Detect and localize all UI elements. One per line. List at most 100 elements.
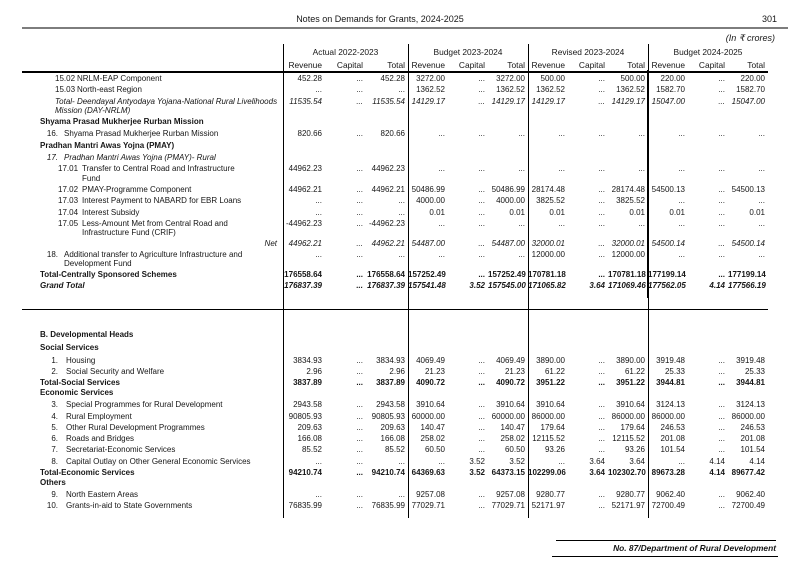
- cell-actual-2022-2023-capital: ...: [356, 280, 363, 290]
- cell-budget-2023-2024-total: 60.50: [504, 445, 525, 455]
- cell-budget-2023-2024-revenue: 3910.64: [416, 400, 445, 410]
- cell-budget-2024-2025-total: ...: [758, 218, 765, 228]
- column-separator-line-thick: [647, 70, 649, 298]
- cell-budget-2023-2024-capital: ...: [478, 411, 485, 421]
- cell-budget-2024-2025-revenue: 101.54: [660, 445, 685, 455]
- section-heading-row: Shyama Prasad Mukherjee Rurban Mission: [22, 117, 768, 126]
- table-row: 17.01 Transfer to Central Road and Infras…: [22, 164, 768, 183]
- row-description: Others: [22, 478, 283, 487]
- cell-budget-2024-2025-revenue: 177562.05: [648, 280, 686, 290]
- row-label: Interest Subsidy: [82, 207, 140, 217]
- row-description: 17.05 Less-Amount Met from Central Road a…: [22, 219, 283, 238]
- cell-revised-2023-2024-capital: ...: [598, 184, 605, 194]
- cell-budget-2023-2024-capital: 3.52: [469, 280, 485, 290]
- row-label: Less-Amount Met from Central Road and In…: [82, 218, 228, 238]
- cell-budget-2023-2024-revenue: ...: [438, 456, 445, 466]
- row-number: 17.05: [58, 218, 79, 228]
- column-group-headers: Actual 2022-2023 Budget 2023-2024 Revise…: [283, 47, 768, 57]
- cell-actual-2022-2023-total: 176558.64: [367, 270, 405, 280]
- row-description: Total-Social Services: [22, 378, 283, 387]
- cell-actual-2022-2023-total: 94210.74: [371, 468, 405, 478]
- cell-revised-2023-2024-capital: ...: [598, 422, 605, 432]
- header-rule: [22, 27, 788, 29]
- table-row: 6. Roads and Bridges 166.08... 166.08 258.02…: [22, 434, 768, 443]
- cell-budget-2023-2024-revenue: 50486.99: [411, 184, 445, 194]
- cell-actual-2022-2023-capital: ...: [356, 164, 363, 174]
- cell-revised-2023-2024-revenue: 3910.64: [536, 400, 565, 410]
- cell-actual-2022-2023-revenue: 76835.99: [288, 501, 322, 511]
- cell-budget-2023-2024-total: ...: [518, 129, 525, 139]
- cell-revised-2023-2024-revenue: ...: [558, 164, 565, 174]
- row-description: 5. Other Rural Development Programmes: [22, 423, 283, 432]
- cell-budget-2023-2024-revenue: 3272.00: [416, 74, 445, 83]
- cell-actual-2022-2023-total: ...: [398, 490, 405, 500]
- row-number: 10.: [46, 501, 58, 511]
- cell-budget-2024-2025-capital: ...: [718, 85, 725, 95]
- row-description: 17.04 Interest Subsidy: [22, 208, 283, 217]
- row-label: Total-Social Services: [40, 378, 120, 388]
- cell-budget-2024-2025-total: 4.14: [749, 456, 765, 466]
- row-label: Social Services: [40, 343, 99, 353]
- row-description: Economic Services: [22, 388, 283, 397]
- cell-actual-2022-2023-capital: ...: [356, 366, 363, 376]
- table-row: 1. Housing 3834.93... 3834.93 4069.49... 4069…: [22, 356, 768, 365]
- cell-budget-2023-2024-capital: ...: [478, 184, 485, 194]
- section-heading-row: B. Developmental Heads: [22, 330, 768, 339]
- table-row: 7. Secretariat-Economic Services 85.52... 8…: [22, 445, 768, 454]
- row-label: Shyama Prasad Mukherjee Rurban Mission: [40, 117, 204, 127]
- cell-budget-2023-2024-total: 14129.17: [491, 96, 525, 106]
- cell-revised-2023-2024-total: 0.01: [629, 207, 645, 217]
- cell-actual-2022-2023-capital: ...: [356, 218, 363, 228]
- table-row: Grand Total 176837.39... 176837.39 157541.4…: [22, 281, 768, 290]
- row-label: Housing: [66, 355, 96, 365]
- table-section-developmental-heads: B. Developmental Heads Social Services 1. H…: [22, 328, 768, 513]
- table-row: Total-Centrally Sponsored Schemes 176558.…: [22, 270, 768, 279]
- cell-actual-2022-2023-total: ...: [398, 196, 405, 206]
- cell-revised-2023-2024-total: 102302.70: [608, 468, 646, 478]
- cell-revised-2023-2024-revenue: ...: [558, 218, 565, 228]
- cell-revised-2023-2024-revenue: 52171.97: [531, 501, 565, 511]
- column-group-budget-2024-2025: Budget 2024-2025: [673, 47, 743, 57]
- cell-revised-2023-2024-revenue: 3890.00: [536, 355, 565, 365]
- cell-budget-2024-2025-revenue: 15047.00: [651, 96, 685, 106]
- table-row: 4. Rural Employment 90805.93... 90805.93 600…: [22, 412, 768, 421]
- cell-revised-2023-2024-revenue: 3825.52: [536, 196, 565, 206]
- cell-budget-2023-2024-total: 9257.08: [496, 490, 525, 500]
- row-label: Capital Outlay on Other General Economic…: [66, 456, 251, 466]
- cell-actual-2022-2023-total: ...: [398, 249, 405, 259]
- cell-actual-2022-2023-capital: ...: [356, 468, 363, 478]
- row-description: Shyama Prasad Mukherjee Rurban Mission: [22, 117, 283, 126]
- cell-revised-2023-2024-revenue: 1362.52: [536, 85, 565, 95]
- cell-budget-2024-2025-capital: ...: [718, 434, 725, 444]
- cell-actual-2022-2023-revenue: 2.96: [306, 366, 322, 376]
- cell-revised-2023-2024-revenue: 0.01: [549, 207, 565, 217]
- subheader-actual-2022-2023-total: Total: [387, 60, 405, 70]
- cell-budget-2023-2024-capital: ...: [478, 445, 485, 455]
- cell-budget-2023-2024-revenue: 60.50: [424, 445, 445, 455]
- cell-actual-2022-2023-revenue: 94210.74: [288, 468, 322, 478]
- cell-budget-2023-2024-total: 50486.99: [491, 184, 525, 194]
- cell-actual-2022-2023-total: 76835.99: [371, 501, 405, 511]
- cell-budget-2024-2025-revenue: 201.08: [660, 434, 685, 444]
- cell-budget-2024-2025-total: 220.00: [740, 74, 765, 83]
- cell-revised-2023-2024-capital: ...: [598, 270, 605, 280]
- cell-budget-2023-2024-total: 3.52: [509, 456, 525, 466]
- cell-budget-2023-2024-revenue: 21.23: [424, 366, 445, 376]
- cell-budget-2023-2024-capital: ...: [478, 129, 485, 139]
- cell-budget-2023-2024-revenue: ...: [438, 164, 445, 174]
- cell-actual-2022-2023-total: 85.52: [384, 445, 405, 455]
- cell-budget-2024-2025-capital: ...: [718, 184, 725, 194]
- subheader-budget-2024-2025-total: Total: [747, 60, 765, 70]
- cell-actual-2022-2023-capital: ...: [356, 501, 363, 511]
- cell-actual-2022-2023-total: 3834.93: [376, 355, 405, 365]
- cell-revised-2023-2024-total: 61.22: [624, 366, 645, 376]
- row-number: 1.: [51, 355, 58, 365]
- footer-note: No. 87/Department of Rural Development: [613, 543, 776, 553]
- cell-actual-2022-2023-revenue: 44962.23: [288, 164, 322, 174]
- cell-budget-2024-2025-total: 101.54: [740, 445, 765, 455]
- cell-revised-2023-2024-total: 171069.46: [608, 280, 646, 290]
- cell-budget-2024-2025-revenue: 54500.14: [651, 239, 685, 249]
- cell-actual-2022-2023-capital: ...: [356, 249, 363, 259]
- cell-budget-2024-2025-capital: ...: [718, 164, 725, 174]
- cell-actual-2022-2023-capital: ...: [356, 96, 363, 106]
